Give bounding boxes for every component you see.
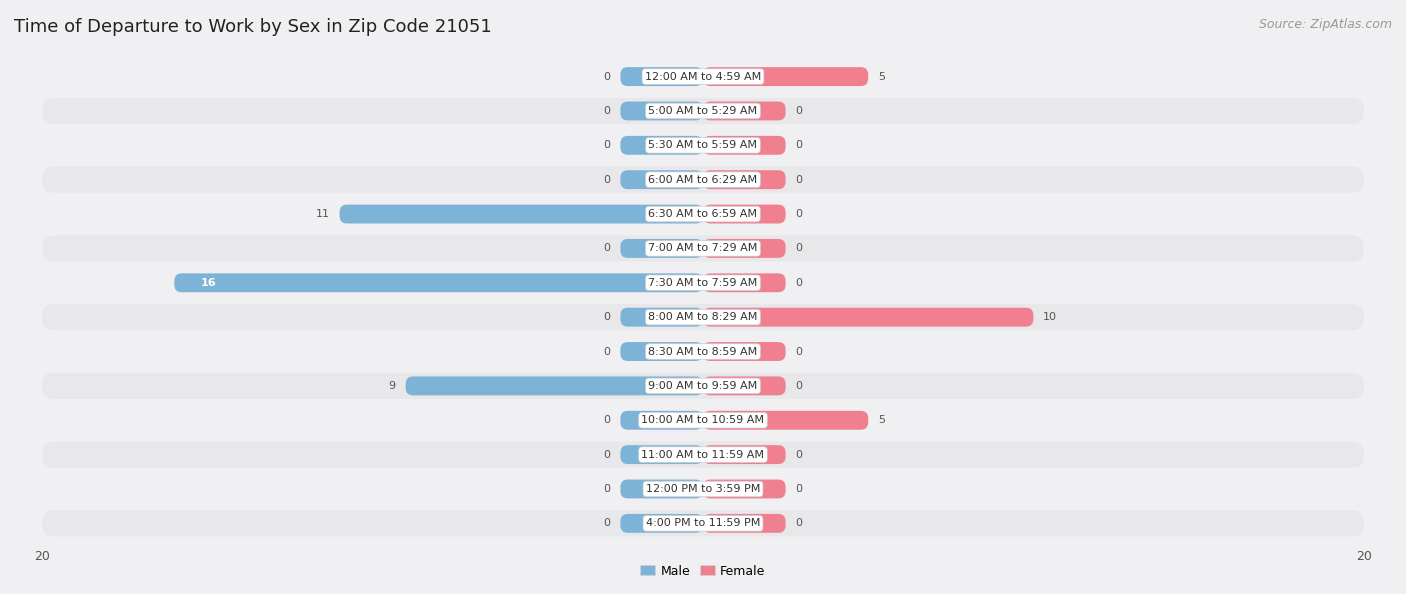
FancyBboxPatch shape (703, 377, 786, 396)
Text: Source: ZipAtlas.com: Source: ZipAtlas.com (1258, 18, 1392, 31)
FancyBboxPatch shape (620, 479, 703, 498)
FancyBboxPatch shape (620, 239, 703, 258)
Text: 9: 9 (388, 381, 395, 391)
FancyBboxPatch shape (42, 167, 1364, 192)
Text: 8:30 AM to 8:59 AM: 8:30 AM to 8:59 AM (648, 346, 758, 356)
FancyBboxPatch shape (703, 308, 1033, 327)
FancyBboxPatch shape (703, 273, 786, 292)
Text: 0: 0 (603, 140, 610, 150)
Text: 16: 16 (201, 278, 217, 287)
FancyBboxPatch shape (620, 308, 703, 327)
Text: 0: 0 (796, 346, 803, 356)
Text: 0: 0 (603, 175, 610, 185)
Text: 0: 0 (796, 106, 803, 116)
FancyBboxPatch shape (42, 201, 1364, 227)
Text: 0: 0 (796, 450, 803, 460)
Text: 9:00 AM to 9:59 AM: 9:00 AM to 9:59 AM (648, 381, 758, 391)
Text: 0: 0 (603, 450, 610, 460)
FancyBboxPatch shape (703, 239, 786, 258)
FancyBboxPatch shape (42, 407, 1364, 433)
Text: 10:00 AM to 10:59 AM: 10:00 AM to 10:59 AM (641, 415, 765, 425)
FancyBboxPatch shape (703, 445, 786, 464)
FancyBboxPatch shape (620, 102, 703, 121)
Text: 0: 0 (603, 484, 610, 494)
Text: 0: 0 (796, 381, 803, 391)
FancyBboxPatch shape (42, 339, 1364, 365)
FancyBboxPatch shape (42, 476, 1364, 502)
Text: Time of Departure to Work by Sex in Zip Code 21051: Time of Departure to Work by Sex in Zip … (14, 18, 492, 36)
Text: 7:00 AM to 7:29 AM: 7:00 AM to 7:29 AM (648, 244, 758, 254)
Text: 0: 0 (603, 244, 610, 254)
Text: 5: 5 (879, 415, 886, 425)
Text: 0: 0 (603, 415, 610, 425)
Text: 12:00 AM to 4:59 AM: 12:00 AM to 4:59 AM (645, 72, 761, 81)
Text: 0: 0 (603, 72, 610, 81)
FancyBboxPatch shape (703, 411, 868, 429)
Text: 4:00 PM to 11:59 PM: 4:00 PM to 11:59 PM (645, 519, 761, 528)
FancyBboxPatch shape (703, 67, 868, 86)
FancyBboxPatch shape (42, 373, 1364, 399)
FancyBboxPatch shape (620, 342, 703, 361)
Text: 0: 0 (796, 209, 803, 219)
FancyBboxPatch shape (620, 445, 703, 464)
FancyBboxPatch shape (42, 132, 1364, 159)
Text: 0: 0 (603, 106, 610, 116)
FancyBboxPatch shape (703, 514, 786, 533)
Text: 5: 5 (879, 72, 886, 81)
Text: 6:30 AM to 6:59 AM: 6:30 AM to 6:59 AM (648, 209, 758, 219)
FancyBboxPatch shape (405, 377, 703, 396)
Text: 0: 0 (796, 244, 803, 254)
FancyBboxPatch shape (703, 479, 786, 498)
Text: 10: 10 (1043, 312, 1057, 322)
FancyBboxPatch shape (703, 136, 786, 155)
FancyBboxPatch shape (42, 64, 1364, 90)
FancyBboxPatch shape (174, 273, 703, 292)
FancyBboxPatch shape (620, 411, 703, 429)
Legend: Male, Female: Male, Female (641, 564, 765, 577)
Text: 0: 0 (796, 175, 803, 185)
Text: 0: 0 (796, 484, 803, 494)
FancyBboxPatch shape (703, 102, 786, 121)
Text: 5:00 AM to 5:29 AM: 5:00 AM to 5:29 AM (648, 106, 758, 116)
FancyBboxPatch shape (703, 170, 786, 189)
FancyBboxPatch shape (42, 270, 1364, 296)
FancyBboxPatch shape (42, 441, 1364, 467)
Text: 7:30 AM to 7:59 AM: 7:30 AM to 7:59 AM (648, 278, 758, 287)
Text: 11:00 AM to 11:59 AM: 11:00 AM to 11:59 AM (641, 450, 765, 460)
FancyBboxPatch shape (620, 170, 703, 189)
Text: 6:00 AM to 6:29 AM: 6:00 AM to 6:29 AM (648, 175, 758, 185)
FancyBboxPatch shape (42, 304, 1364, 330)
Text: 0: 0 (796, 140, 803, 150)
Text: 0: 0 (603, 312, 610, 322)
FancyBboxPatch shape (42, 235, 1364, 261)
Text: 0: 0 (603, 519, 610, 528)
Text: 5:30 AM to 5:59 AM: 5:30 AM to 5:59 AM (648, 140, 758, 150)
Text: 8:00 AM to 8:29 AM: 8:00 AM to 8:29 AM (648, 312, 758, 322)
FancyBboxPatch shape (703, 204, 786, 223)
FancyBboxPatch shape (620, 67, 703, 86)
FancyBboxPatch shape (339, 204, 703, 223)
FancyBboxPatch shape (620, 514, 703, 533)
Text: 0: 0 (603, 346, 610, 356)
FancyBboxPatch shape (620, 136, 703, 155)
Text: 0: 0 (796, 519, 803, 528)
FancyBboxPatch shape (703, 342, 786, 361)
Text: 12:00 PM to 3:59 PM: 12:00 PM to 3:59 PM (645, 484, 761, 494)
FancyBboxPatch shape (42, 510, 1364, 536)
Text: 11: 11 (315, 209, 329, 219)
Text: 0: 0 (796, 278, 803, 287)
FancyBboxPatch shape (42, 98, 1364, 124)
